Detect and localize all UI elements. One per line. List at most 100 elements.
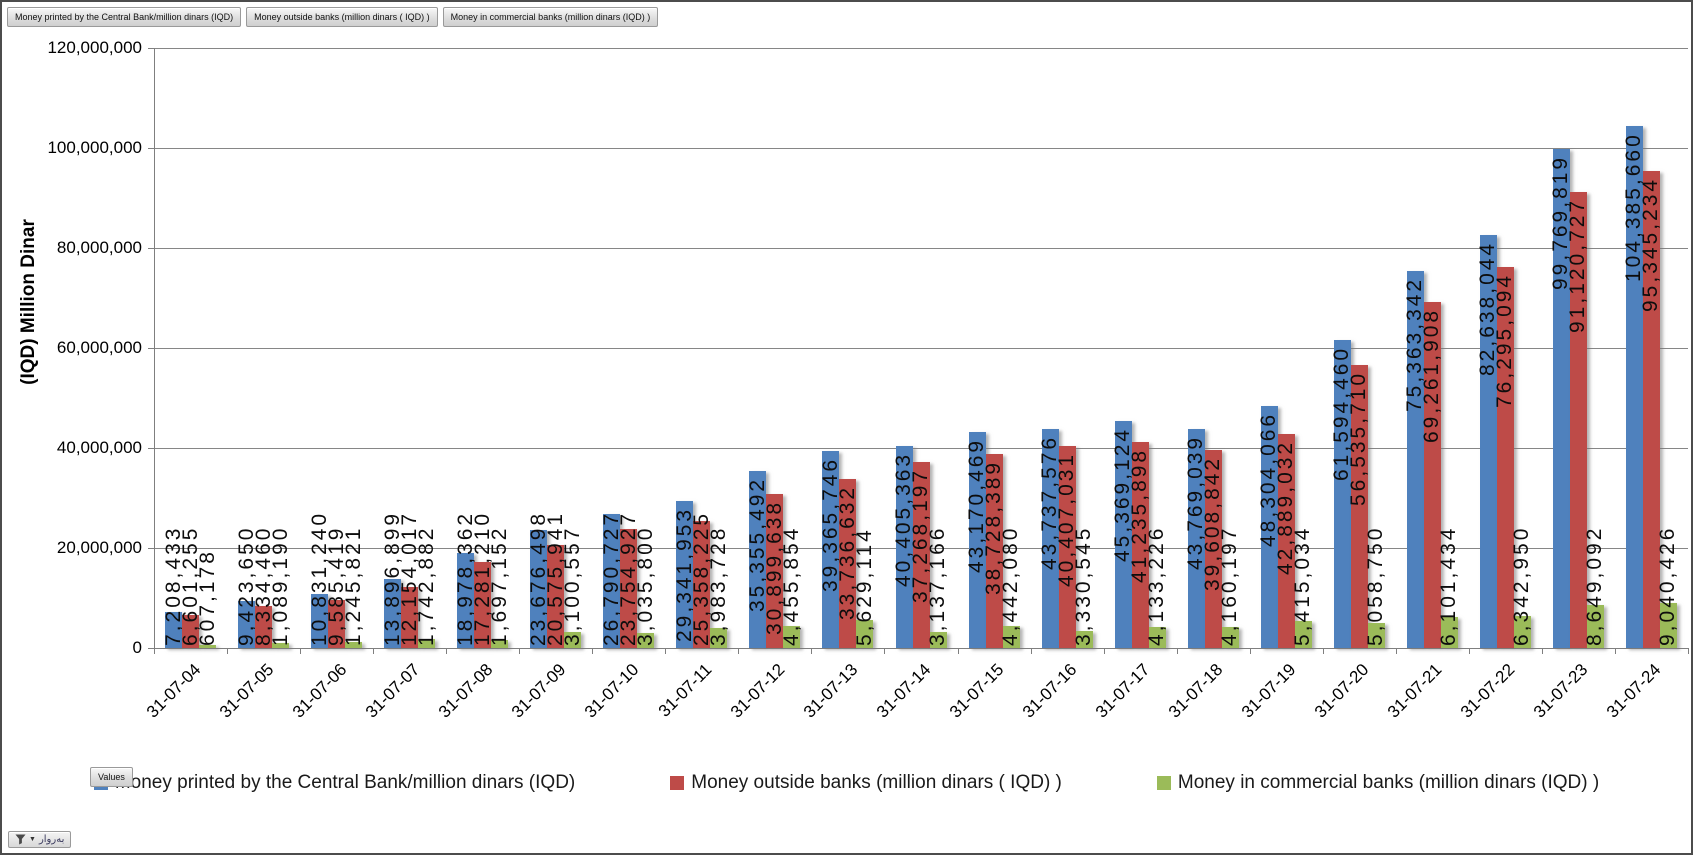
bar [822, 451, 840, 648]
x-tick-label: 31-07-05 [215, 660, 277, 722]
y-axis-tick [148, 648, 154, 649]
bar [311, 593, 329, 648]
gridline [154, 248, 1688, 249]
bar [1642, 171, 1660, 648]
x-tick-label: 31-07-14 [872, 660, 935, 722]
bar [1569, 192, 1587, 648]
x-axis-tick [1688, 648, 1689, 654]
bar [491, 639, 509, 648]
y-tick-label: 120,000,000 [47, 38, 142, 57]
bar [547, 545, 565, 648]
data-label: 3,100,557 [560, 525, 584, 646]
legend-label: Money outside banks (million dinars ( IQ… [691, 772, 1062, 793]
data-label: 1,742,882 [414, 525, 438, 646]
legend-item: Money outside banks (million dinars ( IQ… [670, 772, 1062, 794]
data-label: 607,178 [195, 549, 219, 646]
bar [1333, 340, 1351, 648]
field-button-outside-banks[interactable]: Money outside banks (million dinars ( IQ… [246, 7, 438, 27]
data-label: 3,330,545 [1072, 525, 1096, 646]
bar [603, 514, 621, 648]
x-axis-tick [665, 648, 667, 654]
data-label: 6,101,434 [1437, 525, 1461, 646]
bar [182, 614, 200, 648]
bar [929, 632, 947, 648]
x-axis-tick [373, 648, 375, 654]
data-label: 3,983,728 [706, 525, 730, 646]
x-axis-tick [592, 648, 594, 654]
data-label: 4,442,080 [999, 525, 1023, 646]
bar [839, 479, 857, 648]
x-tick-label: 31-07-06 [288, 660, 351, 722]
bar [238, 600, 256, 648]
data-label: 5,058,750 [1364, 525, 1388, 646]
gridline [154, 348, 1688, 349]
bar [912, 461, 930, 648]
x-axis-tick [884, 648, 886, 654]
bar [1367, 622, 1385, 648]
bar [564, 632, 582, 648]
gridline [154, 148, 1688, 149]
x-tick-label: 31-07-09 [507, 660, 570, 722]
funnel-icon [15, 834, 26, 845]
legend-item: Money printed by the Central Bank/millio… [93, 772, 576, 794]
bar [1204, 449, 1222, 648]
bar [1406, 271, 1424, 648]
bar [1513, 616, 1531, 648]
bar [1148, 627, 1166, 648]
bar [1294, 620, 1312, 648]
values-field-button[interactable]: Values [90, 767, 133, 787]
x-axis-tick [1322, 648, 1324, 654]
x-tick-label: 31-07-07 [361, 660, 424, 722]
data-label: 4,133,226 [1145, 525, 1169, 646]
date-filter-label: بەروار [38, 834, 65, 845]
y-tick-label: 80,000,000 [56, 238, 142, 257]
data-label: 76,295,094 [1493, 272, 1517, 408]
y-tick-label: 100,000,000 [47, 138, 142, 157]
bar [766, 493, 784, 648]
y-axis-tick [148, 348, 154, 349]
legend-label: Money printed by the Central Bank/millio… [114, 772, 576, 793]
field-button-central-bank[interactable]: Money printed by the Central Bank/millio… [7, 7, 242, 27]
data-label: 4,160,197 [1218, 525, 1242, 646]
bar [1041, 429, 1059, 648]
bar [1552, 149, 1570, 648]
legend-swatch [1156, 776, 1171, 790]
x-axis-tick [519, 648, 521, 654]
x-axis-tick [1249, 648, 1251, 654]
x-axis-tick [1468, 648, 1470, 654]
chart-legend: Money printed by the Central Bank/millio… [2, 772, 1691, 794]
gridline [154, 48, 1688, 49]
field-button-commercial-banks[interactable]: Money in commercial banks (million dinar… [442, 7, 659, 27]
bar [272, 642, 290, 648]
bar [1075, 631, 1093, 648]
bar [165, 611, 183, 648]
data-label: 1,245,821 [341, 525, 365, 646]
x-axis-tick [738, 648, 740, 654]
bar [401, 587, 419, 648]
x-tick-label: 31-07-12 [726, 660, 789, 722]
bar [968, 432, 986, 648]
bar [1586, 604, 1604, 648]
x-axis-tick [957, 648, 959, 654]
y-axis-tick [148, 248, 154, 249]
x-tick-label: 31-07-13 [799, 660, 862, 722]
x-axis-tick [300, 648, 302, 654]
x-axis-tick [811, 648, 813, 654]
x-axis-tick [1614, 648, 1616, 654]
bar [1260, 406, 1278, 648]
bar [620, 529, 638, 648]
y-tick-label: 60,000,000 [56, 338, 142, 357]
bar [895, 445, 913, 648]
bar [384, 578, 402, 648]
date-filter-button[interactable]: ▼ بەروار [8, 831, 72, 848]
bar [1496, 266, 1514, 648]
field-button-row: Money printed by the Central Bank/millio… [7, 7, 659, 27]
bar [199, 644, 217, 648]
bar [457, 553, 475, 648]
bar [1423, 301, 1441, 648]
bar [637, 632, 655, 648]
x-axis-tick [154, 648, 155, 654]
legend-item: Money in commercial banks (million dinar… [1156, 772, 1599, 794]
bar [1277, 433, 1295, 648]
data-label: 6,342,950 [1510, 525, 1534, 646]
